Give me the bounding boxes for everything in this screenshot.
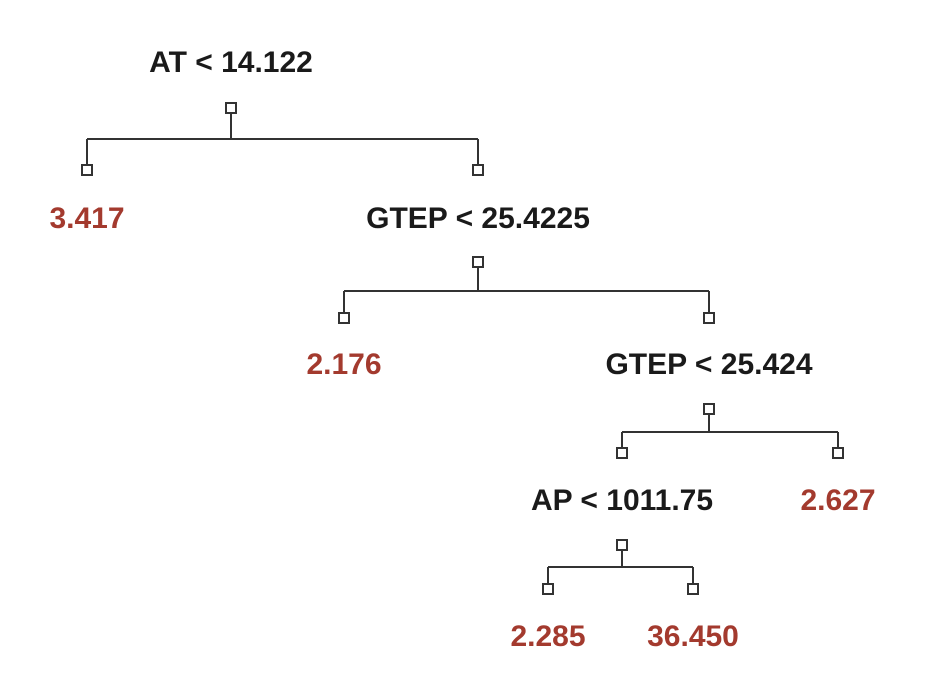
split-label-root: AT < 14.122 bbox=[149, 46, 313, 79]
leaf-node-2 bbox=[338, 312, 350, 324]
edges-root bbox=[86, 114, 479, 165]
leaf-node-1 bbox=[81, 164, 93, 176]
leaf-value-3: 2.627 bbox=[800, 484, 875, 517]
leaf-value-1: 3.417 bbox=[49, 202, 124, 235]
child-node-right bbox=[472, 164, 484, 176]
split-node-level2 bbox=[472, 256, 484, 268]
split-node-level3 bbox=[703, 403, 715, 415]
leaf-node-3 bbox=[832, 447, 844, 459]
leaf-value-2: 2.176 bbox=[306, 348, 381, 381]
leaf-node-4 bbox=[542, 583, 554, 595]
edges-level3 bbox=[621, 415, 839, 448]
edges-level2 bbox=[343, 268, 710, 313]
edges-level4 bbox=[547, 551, 694, 584]
split-node-level4 bbox=[616, 539, 628, 551]
child-node-level3-left bbox=[616, 447, 628, 459]
leaf-value-4: 2.285 bbox=[510, 620, 585, 653]
split-label-level4: AP < 1011.75 bbox=[531, 484, 713, 517]
split-node-root bbox=[225, 102, 237, 114]
leaf-node-5 bbox=[687, 583, 699, 595]
child-node-level2-right bbox=[703, 312, 715, 324]
split-label-level2: GTEP < 25.4225 bbox=[366, 202, 590, 235]
leaf-value-5: 36.450 bbox=[647, 620, 739, 653]
split-label-level3: GTEP < 25.424 bbox=[605, 348, 812, 381]
